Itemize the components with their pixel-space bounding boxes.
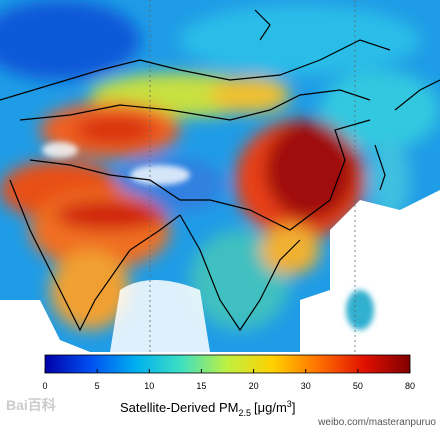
watermark: weibo.com/masteranpuruo xyxy=(317,417,436,428)
pm25-map xyxy=(0,0,440,352)
tick-label: 50 xyxy=(353,381,363,391)
colorbar-ticks: 0 5 10 15 20 30 50 80 xyxy=(42,369,415,391)
tick-label: 5 xyxy=(95,381,100,391)
tick-label: 15 xyxy=(196,381,206,391)
tick-label: 20 xyxy=(249,381,259,391)
colorbar xyxy=(44,354,411,374)
logo: Bai百科 xyxy=(6,397,56,413)
colorbar-label: Satellite-Derived PM2.5 [μg/m3] xyxy=(120,399,295,418)
tick-label: 0 xyxy=(42,381,47,391)
tick-label: 10 xyxy=(144,381,154,391)
tick-label: 30 xyxy=(301,381,311,391)
tick-label: 80 xyxy=(405,381,415,391)
